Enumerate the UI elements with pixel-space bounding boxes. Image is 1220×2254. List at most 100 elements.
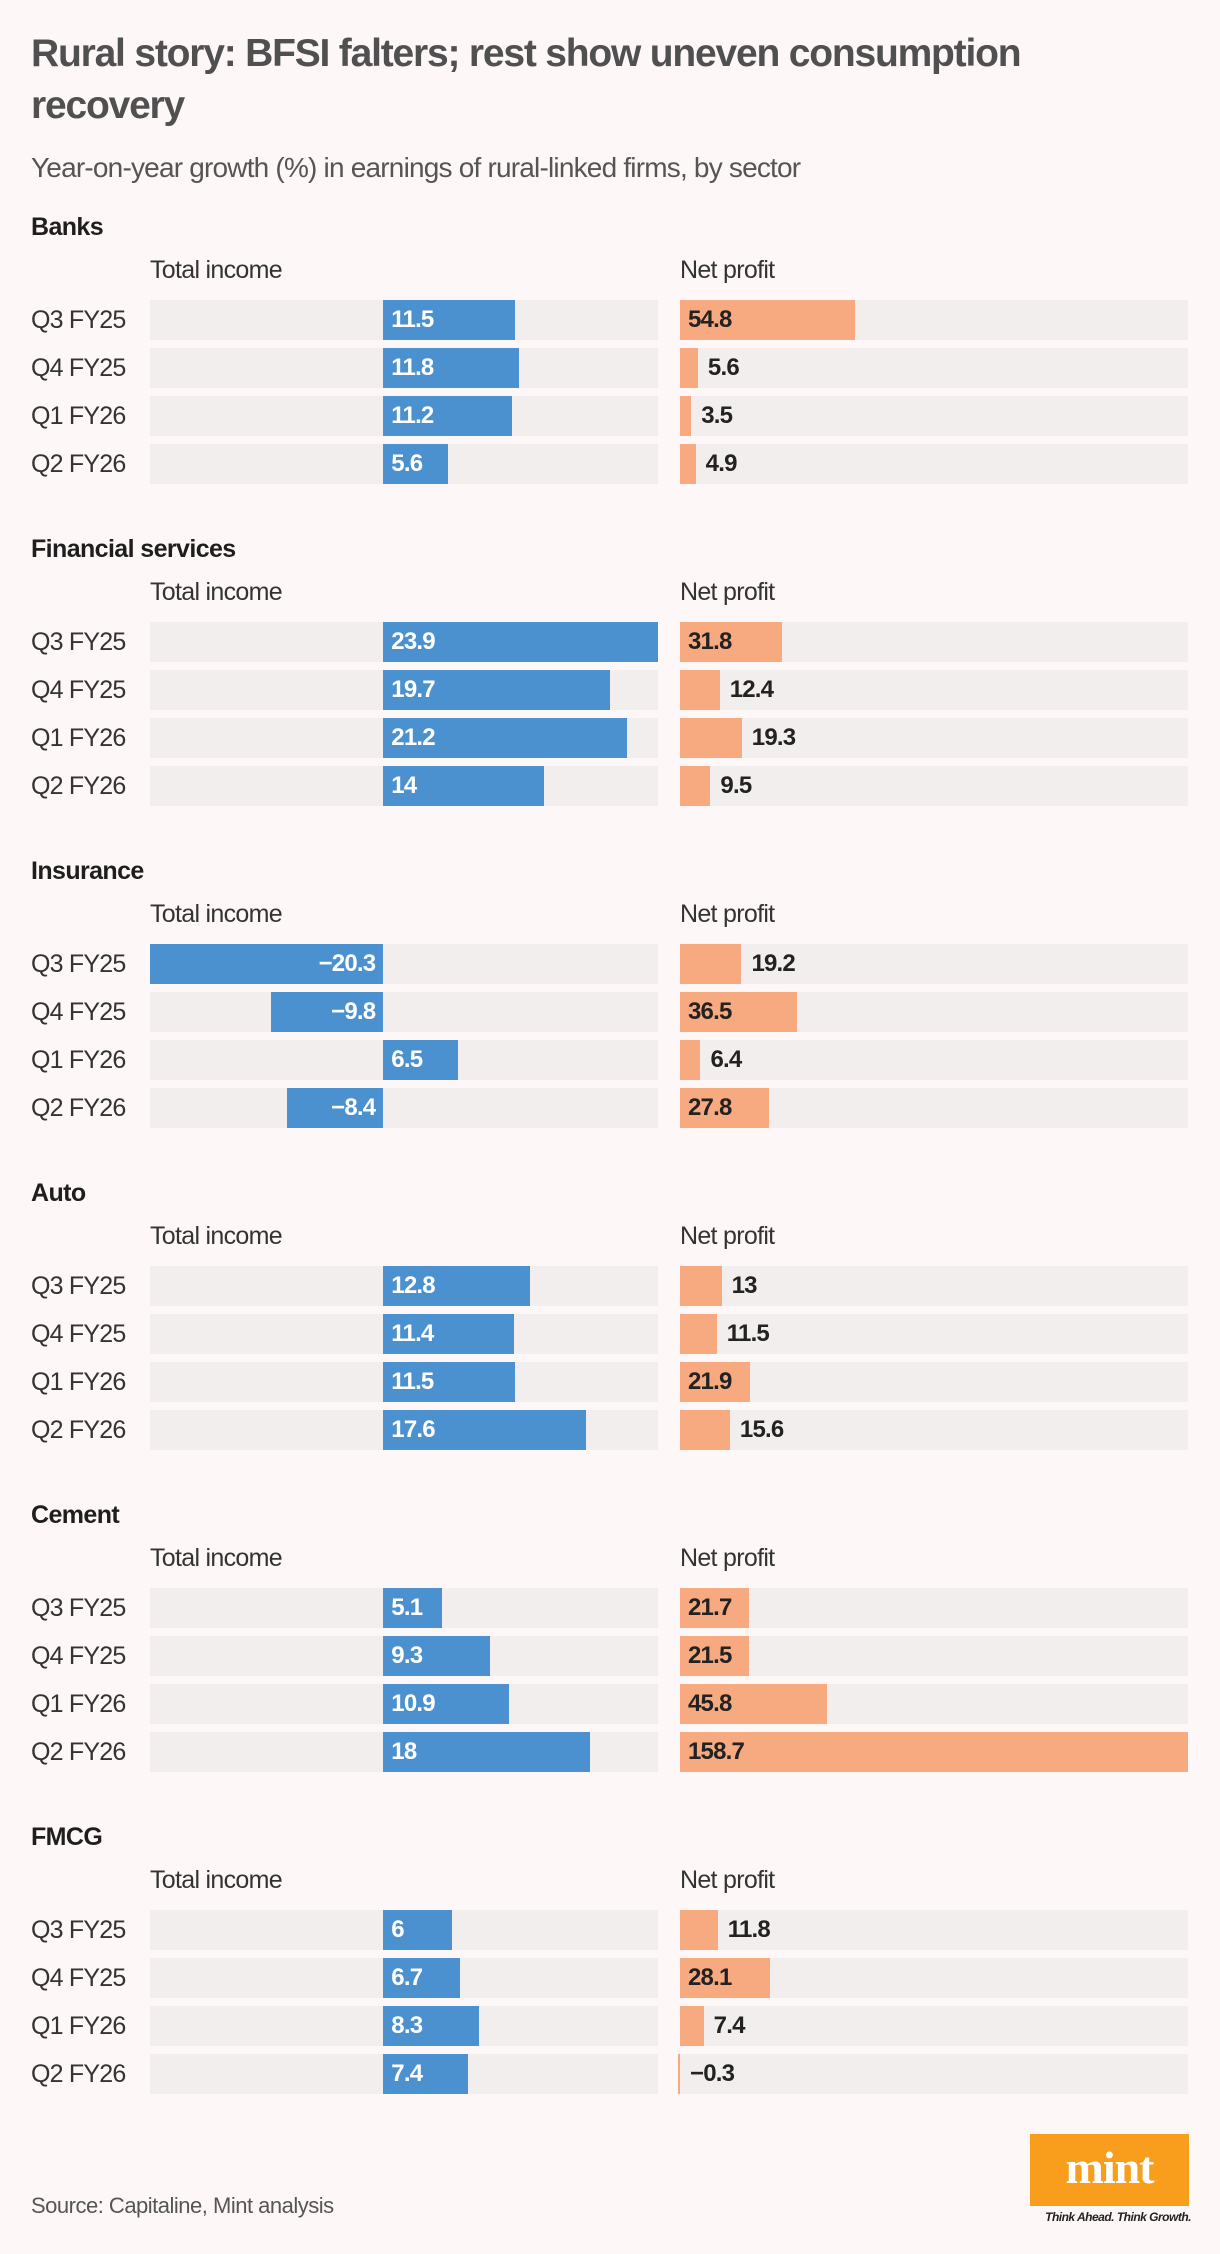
net-profit-value: 9.5 <box>720 772 752 799</box>
row-label: Q3 FY25 <box>31 1594 126 1622</box>
net-profit-track <box>680 718 1188 758</box>
net-profit-value: 12.4 <box>729 676 774 703</box>
sector-title: Banks <box>31 213 104 241</box>
row-label: Q4 FY25 <box>31 1964 126 1992</box>
net-profit-bar <box>680 718 742 758</box>
net-profit-value: 158.7 <box>688 1738 745 1765</box>
total-income-value: 17.6 <box>391 1416 435 1443</box>
row-label: Q3 FY25 <box>31 628 126 656</box>
net-profit-bar <box>680 992 797 1032</box>
row-label: Q1 FY26 <box>31 1368 126 1396</box>
column-header-net-profit: Net profit <box>680 900 775 928</box>
net-profit-bar <box>680 1040 701 1080</box>
column-header-total-income: Total income <box>150 900 283 928</box>
column-header-total-income: Total income <box>150 578 283 606</box>
column-header-net-profit: Net profit <box>680 1222 775 1250</box>
total-income-bar <box>383 718 627 758</box>
net-profit-track <box>680 944 1188 984</box>
net-profit-track <box>680 2054 1188 2094</box>
sector-panel: FMCG Total income Net profit Q3 FY25 6 11.8 Q4… <box>0 1823 1220 2157</box>
net-profit-value: 3.5 <box>701 402 733 429</box>
net-profit-value: 5.6 <box>707 354 740 381</box>
total-income-bar <box>383 2054 469 2094</box>
total-income-value: −9.8 <box>331 998 376 1025</box>
row-label: Q4 FY25 <box>31 354 126 382</box>
net-profit-track <box>680 444 1188 484</box>
sector-title: FMCG <box>31 1823 103 1851</box>
total-income-bar <box>383 622 658 662</box>
net-profit-value: 27.8 <box>688 1094 732 1121</box>
net-profit-track <box>680 1040 1188 1080</box>
net-profit-bar <box>678 2054 680 2094</box>
total-income-bar <box>383 1588 442 1628</box>
mint-logo: mint <box>1030 2134 1189 2206</box>
net-profit-bar <box>680 1684 827 1724</box>
sector-panel: Cement Total income Net profit Q3 FY25 5.1 21… <box>0 1501 1220 1835</box>
net-profit-bar <box>680 1266 722 1306</box>
net-profit-bar <box>680 300 856 340</box>
net-profit-value: −0.3 <box>690 2060 735 2087</box>
net-profit-bar <box>680 1910 718 1950</box>
total-income-bar <box>286 1088 384 1128</box>
total-income-value: 6.5 <box>391 1046 423 1073</box>
row-label: Q1 FY26 <box>31 402 126 430</box>
row-label: Q4 FY25 <box>31 1320 126 1348</box>
sector-panel: Insurance Total income Net profit Q3 FY25 −2… <box>0 857 1220 1191</box>
row-label: Q2 FY26 <box>31 450 126 478</box>
column-header-net-profit: Net profit <box>680 1544 775 1572</box>
net-profit-value: 28.1 <box>688 1964 732 1991</box>
sector-title: Insurance <box>31 857 144 885</box>
total-income-value: 12.8 <box>391 1272 435 1299</box>
net-profit-track <box>680 1636 1188 1676</box>
net-profit-bar <box>680 1958 770 1998</box>
net-profit-track <box>680 1362 1188 1402</box>
net-profit-value: 4.9 <box>705 450 738 477</box>
total-income-bar <box>383 766 545 806</box>
net-profit-bar <box>680 1410 730 1450</box>
total-income-track <box>150 1088 658 1128</box>
total-income-value: 11.8 <box>391 354 434 381</box>
total-income-bar <box>383 1910 453 1950</box>
total-income-value: 9.3 <box>391 1642 423 1669</box>
net-profit-value: 21.5 <box>688 1642 732 1669</box>
net-profit-bar <box>680 766 711 806</box>
net-profit-value: 19.3 <box>751 724 796 751</box>
net-profit-bar <box>680 622 782 662</box>
net-profit-track <box>680 1910 1188 1950</box>
total-income-track <box>150 992 658 1032</box>
net-profit-track <box>680 396 1188 436</box>
total-income-value: 5.6 <box>391 450 423 477</box>
total-income-value: −8.4 <box>331 1094 376 1121</box>
net-profit-value: 21.7 <box>688 1594 732 1621</box>
net-profit-track <box>680 1588 1188 1628</box>
row-label: Q4 FY25 <box>31 1642 126 1670</box>
net-profit-value: 45.8 <box>688 1690 732 1717</box>
sector-title: Cement <box>31 1501 120 1529</box>
total-income-value: 10.9 <box>391 1690 435 1717</box>
column-header-net-profit: Net profit <box>680 256 775 284</box>
total-income-bar <box>383 670 610 710</box>
row-label: Q1 FY26 <box>31 1690 126 1718</box>
net-profit-value: 6.4 <box>710 1046 742 1073</box>
net-profit-value: 13 <box>731 1272 758 1299</box>
chart-title: Rural story: BFSI falters; rest show une… <box>31 32 1022 127</box>
net-profit-bar <box>680 1088 769 1128</box>
row-label: Q2 FY26 <box>31 772 126 800</box>
net-profit-bar <box>680 348 698 388</box>
total-income-bar <box>383 1410 586 1450</box>
row-label: Q2 FY26 <box>31 1094 126 1122</box>
row-label: Q2 FY26 <box>31 1416 126 1444</box>
row-label: Q4 FY25 <box>31 998 126 1026</box>
total-income-bar <box>383 1958 461 1998</box>
sector-panel: Financial services Total income Net profit… <box>0 535 1220 869</box>
row-label: Q3 FY25 <box>31 1272 126 1300</box>
row-label: Q3 FY25 <box>31 306 126 334</box>
total-income-bar <box>383 1266 531 1306</box>
total-income-bar <box>383 1314 515 1354</box>
sector-panel: Auto Total income Net profit Q3 FY25 12.8 13 Q… <box>0 1179 1220 1513</box>
total-income-value: −20.3 <box>318 950 377 977</box>
total-income-value: 14 <box>391 772 417 799</box>
net-profit-track <box>680 1410 1188 1450</box>
total-income-value: 6 <box>391 1916 404 1943</box>
total-income-value: 7.4 <box>391 2060 423 2087</box>
